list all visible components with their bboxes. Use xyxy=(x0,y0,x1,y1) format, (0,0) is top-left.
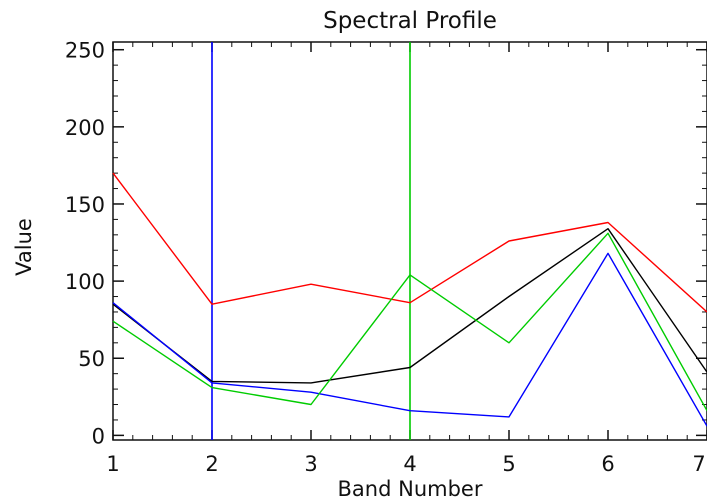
x-tick-label: 7 xyxy=(692,452,705,476)
y-axis-label: Value xyxy=(12,218,36,276)
series-line xyxy=(112,172,707,313)
series-line xyxy=(112,232,707,412)
series-line xyxy=(112,227,707,384)
x-tick-label: 3 xyxy=(304,452,317,476)
y-tick-label: 200 xyxy=(65,116,105,140)
x-tick-label: 4 xyxy=(403,452,416,476)
y-tick-label: 0 xyxy=(92,424,105,448)
y-tick-label: 50 xyxy=(78,347,105,371)
y-tick-label: 100 xyxy=(65,270,105,294)
x-tick-label: 2 xyxy=(205,452,218,476)
chart-title: Spectral Profile xyxy=(323,8,497,34)
band-marker-lines xyxy=(211,42,411,440)
y-tick-label: 250 xyxy=(65,39,105,63)
x-axis-label: Band Number xyxy=(338,477,483,501)
y-tick-label: 150 xyxy=(65,193,105,217)
x-tick-label: 5 xyxy=(502,452,515,476)
series-line xyxy=(112,252,707,427)
x-tick-label: 1 xyxy=(106,452,119,476)
series-lines xyxy=(112,172,707,427)
x-tick-label: 6 xyxy=(601,452,614,476)
